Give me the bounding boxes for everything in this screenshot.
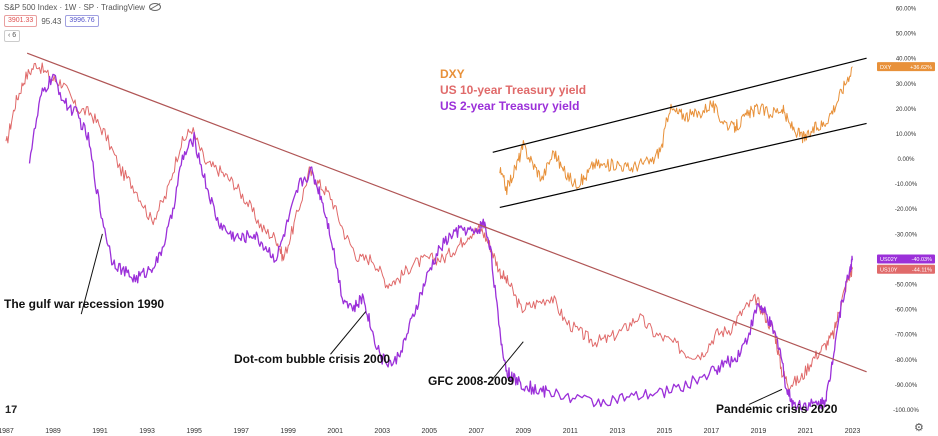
badge-symbol: US10Y	[880, 267, 898, 273]
y-tick-label: 10.00%	[896, 132, 917, 138]
badge-value: -44.11%	[912, 267, 932, 273]
visibility-icon[interactable]	[148, 3, 161, 11]
x-tick-label: 1999	[280, 428, 296, 435]
series-line-us-2-year-treasury-yield	[28, 73, 854, 412]
annotation-label: Pandemic crisis 2020	[716, 402, 838, 416]
x-tick-label: 1993	[139, 428, 155, 435]
badge-value: -40.03%	[912, 257, 933, 263]
x-tick-label: 2003	[374, 428, 390, 435]
price-value-blue: 3996.76	[65, 15, 99, 27]
x-tick-label: 1987	[0, 428, 14, 435]
legend-entry: DXY	[440, 67, 465, 81]
y-tick-label: 20.00%	[896, 107, 917, 113]
x-tick-label: 2023	[845, 428, 861, 435]
y-tick-label: -80.00%	[895, 358, 918, 364]
tradingview-logo-icon: 17	[5, 404, 18, 416]
y-tick-label: -100.00%	[893, 408, 919, 414]
x-tick-label: 1997	[233, 428, 249, 435]
y-tick-label: -20.00%	[895, 207, 918, 213]
series-line-us-10-year-treasury-yield	[5, 62, 853, 391]
x-tick-label: 2001	[327, 428, 343, 435]
x-tick-label: 2015	[657, 428, 673, 435]
y-tick-label: -30.00%	[895, 232, 918, 238]
y-tick-label: 0.00%	[897, 157, 915, 163]
symbol-title[interactable]: S&P 500 Index · 1W · SP · TradingView	[4, 2, 145, 12]
value-row: 3901.33 95.43 3996.76	[0, 14, 99, 28]
trend-line	[26, 52, 867, 373]
annotation-label: GFC 2008-2009	[428, 374, 514, 388]
badge-background	[877, 254, 935, 264]
indicator-count: 6	[12, 32, 17, 39]
y-tick-label: -50.00%	[895, 283, 918, 289]
last-value-badge: US10Y -44.11%	[877, 264, 935, 274]
badge-symbol: DXY	[880, 65, 892, 71]
badge-background	[877, 264, 935, 274]
x-tick-label: 2021	[798, 428, 814, 435]
y-tick-label: -60.00%	[895, 308, 918, 314]
legend-entry: US 2-year Treasury yield	[440, 99, 579, 113]
y-tick-label: 40.00%	[896, 57, 917, 63]
price-value-mid: 95.43	[41, 16, 62, 26]
x-tick-label: 2019	[751, 428, 767, 435]
y-tick-label: -70.00%	[895, 333, 918, 339]
collapse-indicators-button[interactable]: ‹ 6	[4, 30, 21, 42]
y-tick-label: 60.00%	[896, 7, 917, 13]
settings-gear-icon[interactable]: ⚙	[914, 422, 924, 434]
badge-background	[877, 62, 935, 72]
badge-symbol: US02Y	[880, 257, 898, 263]
x-tick-label: 2005	[421, 428, 437, 435]
annotation-pointer	[748, 388, 783, 405]
x-tick-label: 1991	[92, 428, 108, 435]
x-tick-label: 1995	[186, 428, 202, 435]
annotation-pointer	[330, 311, 367, 355]
legend-entry: US 10-year Treasury yield	[440, 83, 586, 97]
x-tick-label: 2013	[610, 428, 626, 435]
x-tick-label: 2011	[563, 428, 578, 435]
x-tick-label: 1989	[45, 428, 61, 435]
badge-value: +36.62%	[910, 65, 932, 71]
annotation-pointer	[489, 341, 524, 383]
last-value-badge: US02Y -40.03%	[877, 254, 935, 264]
y-tick-label: 30.00%	[896, 82, 917, 88]
x-tick-label: 2009	[516, 428, 532, 435]
y-tick-label: -10.00%	[895, 182, 918, 188]
annotation-pointer	[80, 233, 103, 315]
y-tick-label: 50.00%	[896, 32, 917, 38]
trend-line	[499, 122, 867, 209]
annotation-label: The gulf war recession 1990	[4, 297, 164, 311]
y-tick-label: -90.00%	[895, 383, 918, 389]
series-line-dxy	[499, 66, 853, 196]
annotation-label: Dot-com bubble crisis 2000	[234, 352, 390, 366]
chart-header: S&P 500 Index · 1W · SP · TradingView	[0, 0, 161, 14]
last-value-badge: DXY +36.62%	[877, 62, 935, 72]
x-tick-label: 2007	[468, 428, 484, 435]
x-tick-label: 2017	[704, 428, 720, 435]
trend-line	[492, 57, 867, 153]
price-value-red: 3901.33	[4, 15, 38, 27]
